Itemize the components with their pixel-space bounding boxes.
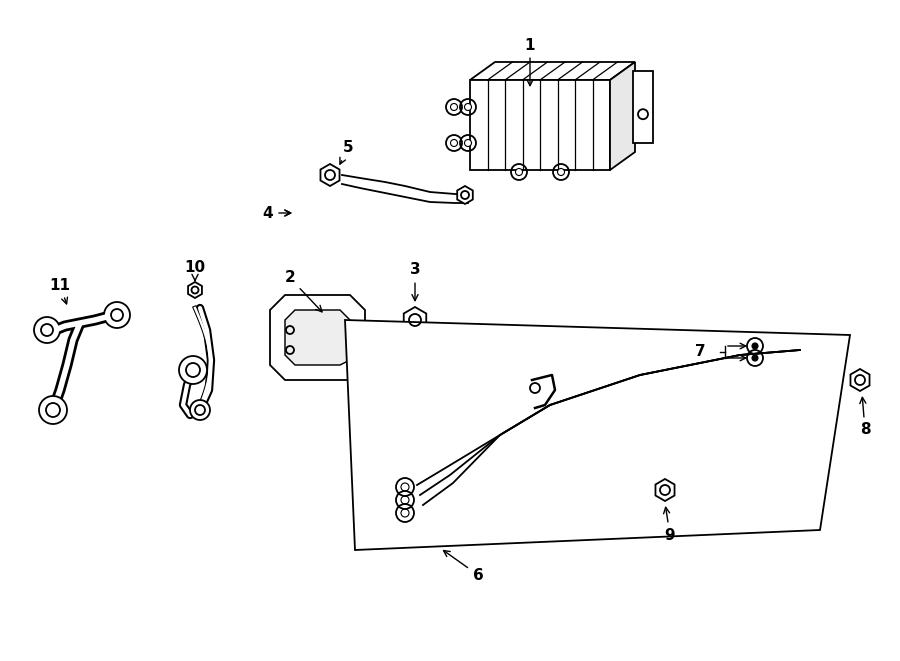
Polygon shape	[655, 479, 674, 501]
Circle shape	[39, 396, 67, 424]
Circle shape	[179, 356, 207, 384]
Circle shape	[451, 104, 457, 110]
Polygon shape	[633, 71, 653, 143]
Polygon shape	[345, 320, 850, 550]
Text: 5: 5	[340, 141, 354, 164]
Polygon shape	[610, 62, 635, 170]
Polygon shape	[188, 282, 202, 298]
Polygon shape	[470, 62, 635, 80]
Polygon shape	[850, 369, 869, 391]
Circle shape	[516, 169, 523, 176]
Circle shape	[104, 302, 130, 328]
Circle shape	[451, 139, 457, 147]
Circle shape	[190, 400, 210, 420]
Polygon shape	[470, 80, 610, 170]
Text: 11: 11	[50, 278, 70, 304]
Text: 6: 6	[444, 551, 483, 582]
Text: 9: 9	[663, 507, 675, 543]
Text: 7: 7	[695, 344, 706, 360]
Circle shape	[464, 104, 472, 110]
Circle shape	[557, 169, 564, 176]
Circle shape	[464, 139, 472, 147]
Text: 3: 3	[410, 262, 420, 301]
Circle shape	[752, 343, 758, 349]
Polygon shape	[285, 310, 350, 365]
Text: 2: 2	[284, 270, 322, 312]
Text: 10: 10	[184, 260, 205, 281]
Text: 1: 1	[525, 38, 535, 86]
Circle shape	[34, 317, 60, 343]
Polygon shape	[404, 307, 427, 333]
Text: 8: 8	[860, 397, 870, 438]
Polygon shape	[320, 164, 339, 186]
Circle shape	[752, 355, 758, 361]
Text: 4: 4	[263, 206, 291, 221]
Polygon shape	[457, 186, 472, 204]
Polygon shape	[270, 295, 365, 380]
